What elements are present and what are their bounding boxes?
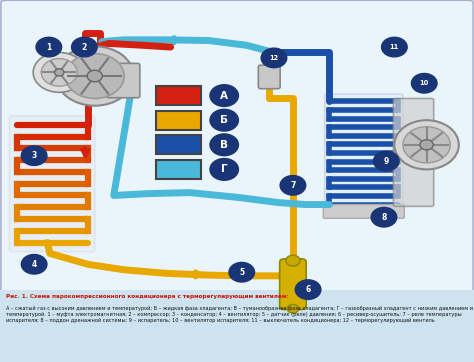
FancyBboxPatch shape [325, 94, 403, 212]
Circle shape [21, 254, 47, 274]
FancyBboxPatch shape [156, 160, 201, 179]
Text: 2: 2 [82, 43, 87, 51]
Text: В: В [220, 140, 228, 150]
Circle shape [87, 70, 102, 82]
Circle shape [394, 120, 459, 169]
Text: 4: 4 [31, 260, 37, 269]
FancyBboxPatch shape [1, 0, 473, 294]
Text: 3: 3 [31, 151, 37, 160]
Circle shape [280, 176, 306, 195]
Text: 6: 6 [305, 285, 311, 294]
FancyBboxPatch shape [156, 86, 201, 105]
Circle shape [72, 37, 97, 57]
Circle shape [33, 52, 85, 92]
Circle shape [56, 46, 134, 106]
Circle shape [210, 109, 238, 131]
Text: 10: 10 [419, 80, 429, 86]
Circle shape [295, 280, 321, 299]
FancyBboxPatch shape [107, 63, 140, 98]
FancyBboxPatch shape [156, 111, 201, 130]
Circle shape [287, 304, 299, 313]
Text: 11: 11 [390, 44, 399, 50]
Circle shape [41, 59, 77, 86]
FancyBboxPatch shape [156, 135, 201, 154]
Text: 8: 8 [381, 213, 387, 222]
Circle shape [65, 54, 124, 98]
Text: 5: 5 [239, 268, 244, 277]
Text: 12: 12 [269, 55, 279, 61]
Text: А: А [220, 90, 228, 101]
Circle shape [210, 85, 238, 106]
Circle shape [261, 48, 287, 68]
Text: 1: 1 [46, 43, 52, 51]
Circle shape [420, 140, 433, 150]
Circle shape [411, 73, 437, 93]
Bar [0, 290, 474, 362]
FancyBboxPatch shape [323, 205, 404, 218]
FancyBboxPatch shape [9, 116, 95, 252]
FancyBboxPatch shape [258, 65, 280, 89]
Text: Б: Б [220, 115, 228, 125]
FancyBboxPatch shape [280, 259, 306, 310]
Circle shape [21, 146, 47, 165]
Circle shape [403, 127, 450, 163]
Circle shape [286, 255, 300, 266]
Circle shape [229, 262, 255, 282]
Text: 7: 7 [290, 181, 296, 190]
Circle shape [374, 151, 399, 171]
FancyBboxPatch shape [393, 98, 434, 206]
Circle shape [55, 69, 64, 76]
Text: 9: 9 [383, 157, 389, 165]
Circle shape [36, 37, 62, 57]
Circle shape [371, 207, 397, 227]
Circle shape [210, 159, 238, 180]
Text: Рис. 1. Схема парокомпрессионного кондиционера с терморегулирующим вентилем:: Рис. 1. Схема парокомпрессионного кондиц… [6, 294, 288, 299]
Text: А – сжатый газ с высоким давлением и температурой; Б – жидкая фаза хладагента; В: А – сжатый газ с высоким давлением и тем… [6, 306, 473, 323]
Text: Г: Г [221, 164, 228, 174]
Circle shape [382, 37, 407, 57]
Circle shape [210, 134, 238, 156]
